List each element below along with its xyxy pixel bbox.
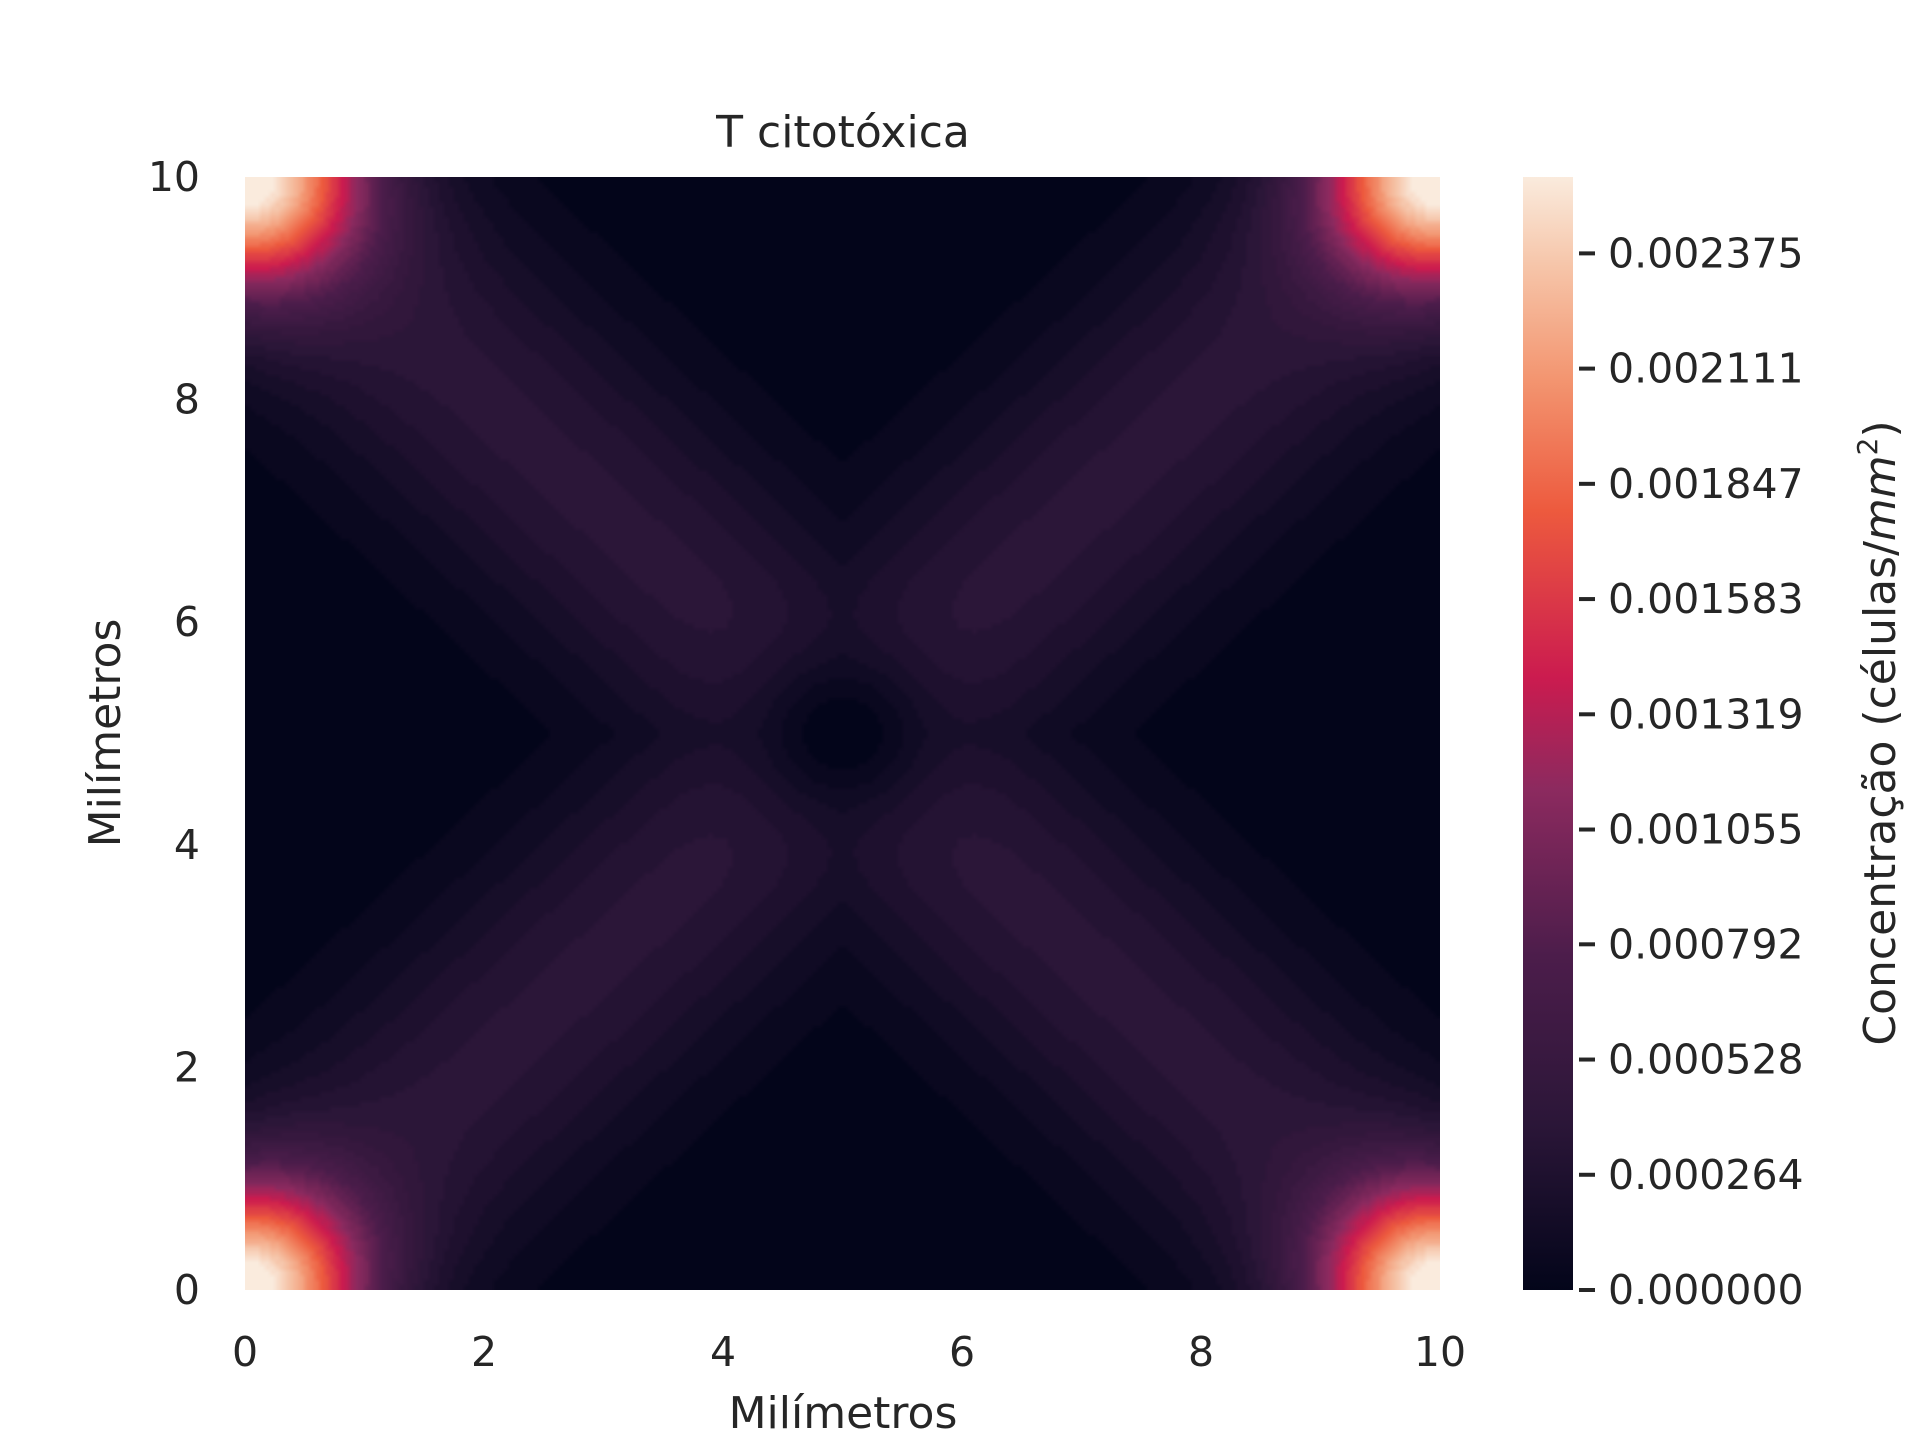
x-tick-label: 0 [232, 1328, 258, 1376]
x-tick-label: 2 [471, 1328, 497, 1376]
colorbar-label-prefix: Concentração (células/ [1855, 541, 1906, 1046]
colorbar [1523, 177, 1573, 1290]
colorbar-ticks: 0.000000 0.000264 0.000528 0.000792 0.001055… [1579, 229, 1804, 1314]
colorbar-label-unit: mm [1855, 455, 1906, 541]
colorbar-label: Concentração (células/mm2) [1851, 420, 1906, 1045]
colorbar-tick-label: 0.001319 [1608, 690, 1804, 738]
colorbar-label-exp: 2 [1851, 438, 1884, 456]
x-tick-label: 6 [949, 1328, 975, 1376]
colorbar-tick-label: 0.001847 [1608, 460, 1804, 508]
x-axis-label: Milímetros [729, 1388, 958, 1439]
y-tick-label: 4 [174, 821, 200, 869]
y-axis-ticks: 0 2 4 6 8 10 [148, 153, 200, 1314]
colorbar-tick-label: 0.001583 [1608, 575, 1804, 623]
colorbar-tick-label: 0.001055 [1608, 806, 1804, 854]
y-axis-label: Milímetros [80, 619, 131, 848]
colorbar-label-suffix: ) [1855, 420, 1906, 437]
x-tick-label: 10 [1414, 1328, 1466, 1376]
colorbar-tick-label: 0.000528 [1608, 1036, 1804, 1084]
x-axis-ticks: 0 2 4 6 8 10 [232, 1328, 1466, 1376]
x-tick-label: 4 [710, 1328, 736, 1376]
colorbar-tick-label: 0.002375 [1608, 229, 1804, 277]
heatmap-plot-area [245, 177, 1440, 1290]
colorbar-tick-label: 0.002111 [1608, 345, 1804, 393]
y-tick-label: 8 [174, 376, 200, 424]
y-tick-label: 0 [174, 1266, 200, 1314]
x-tick-label: 8 [1188, 1328, 1214, 1376]
y-tick-label: 10 [148, 153, 200, 201]
colorbar-tick-label: 0.000792 [1608, 920, 1804, 968]
colorbar-tick-label: 0.000000 [1608, 1266, 1804, 1314]
y-tick-label: 2 [174, 1043, 200, 1091]
y-tick-label: 6 [174, 598, 200, 646]
chart-title: T citotóxica [715, 107, 970, 158]
colorbar-tick-label: 0.000264 [1608, 1151, 1804, 1199]
